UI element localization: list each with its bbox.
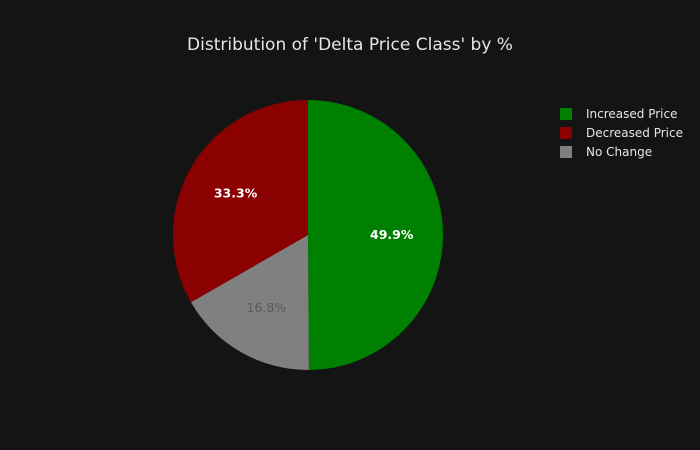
pie-slice-labels: 49.9% 16.8% 33.3% xyxy=(214,186,414,315)
legend-item-increased-price[interactable]: Increased Price xyxy=(560,107,678,121)
slice-label-increased-price: 49.9% xyxy=(370,227,414,242)
legend-item-decreased-price[interactable]: Decreased Price xyxy=(560,126,683,140)
slice-label-no-change: 16.8% xyxy=(246,300,286,315)
pie-slice-no-change[interactable] xyxy=(190,235,309,370)
legend-swatch-decreased-price xyxy=(560,127,572,139)
pie-slice-increased-price[interactable] xyxy=(308,100,443,370)
legend-label-increased-price: Increased Price xyxy=(586,107,678,121)
legend-swatch-no-change xyxy=(560,146,572,158)
pie-slices xyxy=(173,100,443,370)
legend-label-no-change: No Change xyxy=(586,145,652,159)
legend-swatch-increased-price xyxy=(560,108,572,120)
chart-title: Distribution of 'Delta Price Class' by % xyxy=(187,35,513,55)
pie-slice-decreased-price[interactable] xyxy=(173,100,308,303)
legend-label-decreased-price: Decreased Price xyxy=(586,126,683,140)
slice-label-decreased-price: 33.3% xyxy=(214,186,258,201)
legend-item-no-change[interactable]: No Change xyxy=(560,145,652,159)
legend: Increased Price Decreased Price No Change xyxy=(560,107,683,159)
